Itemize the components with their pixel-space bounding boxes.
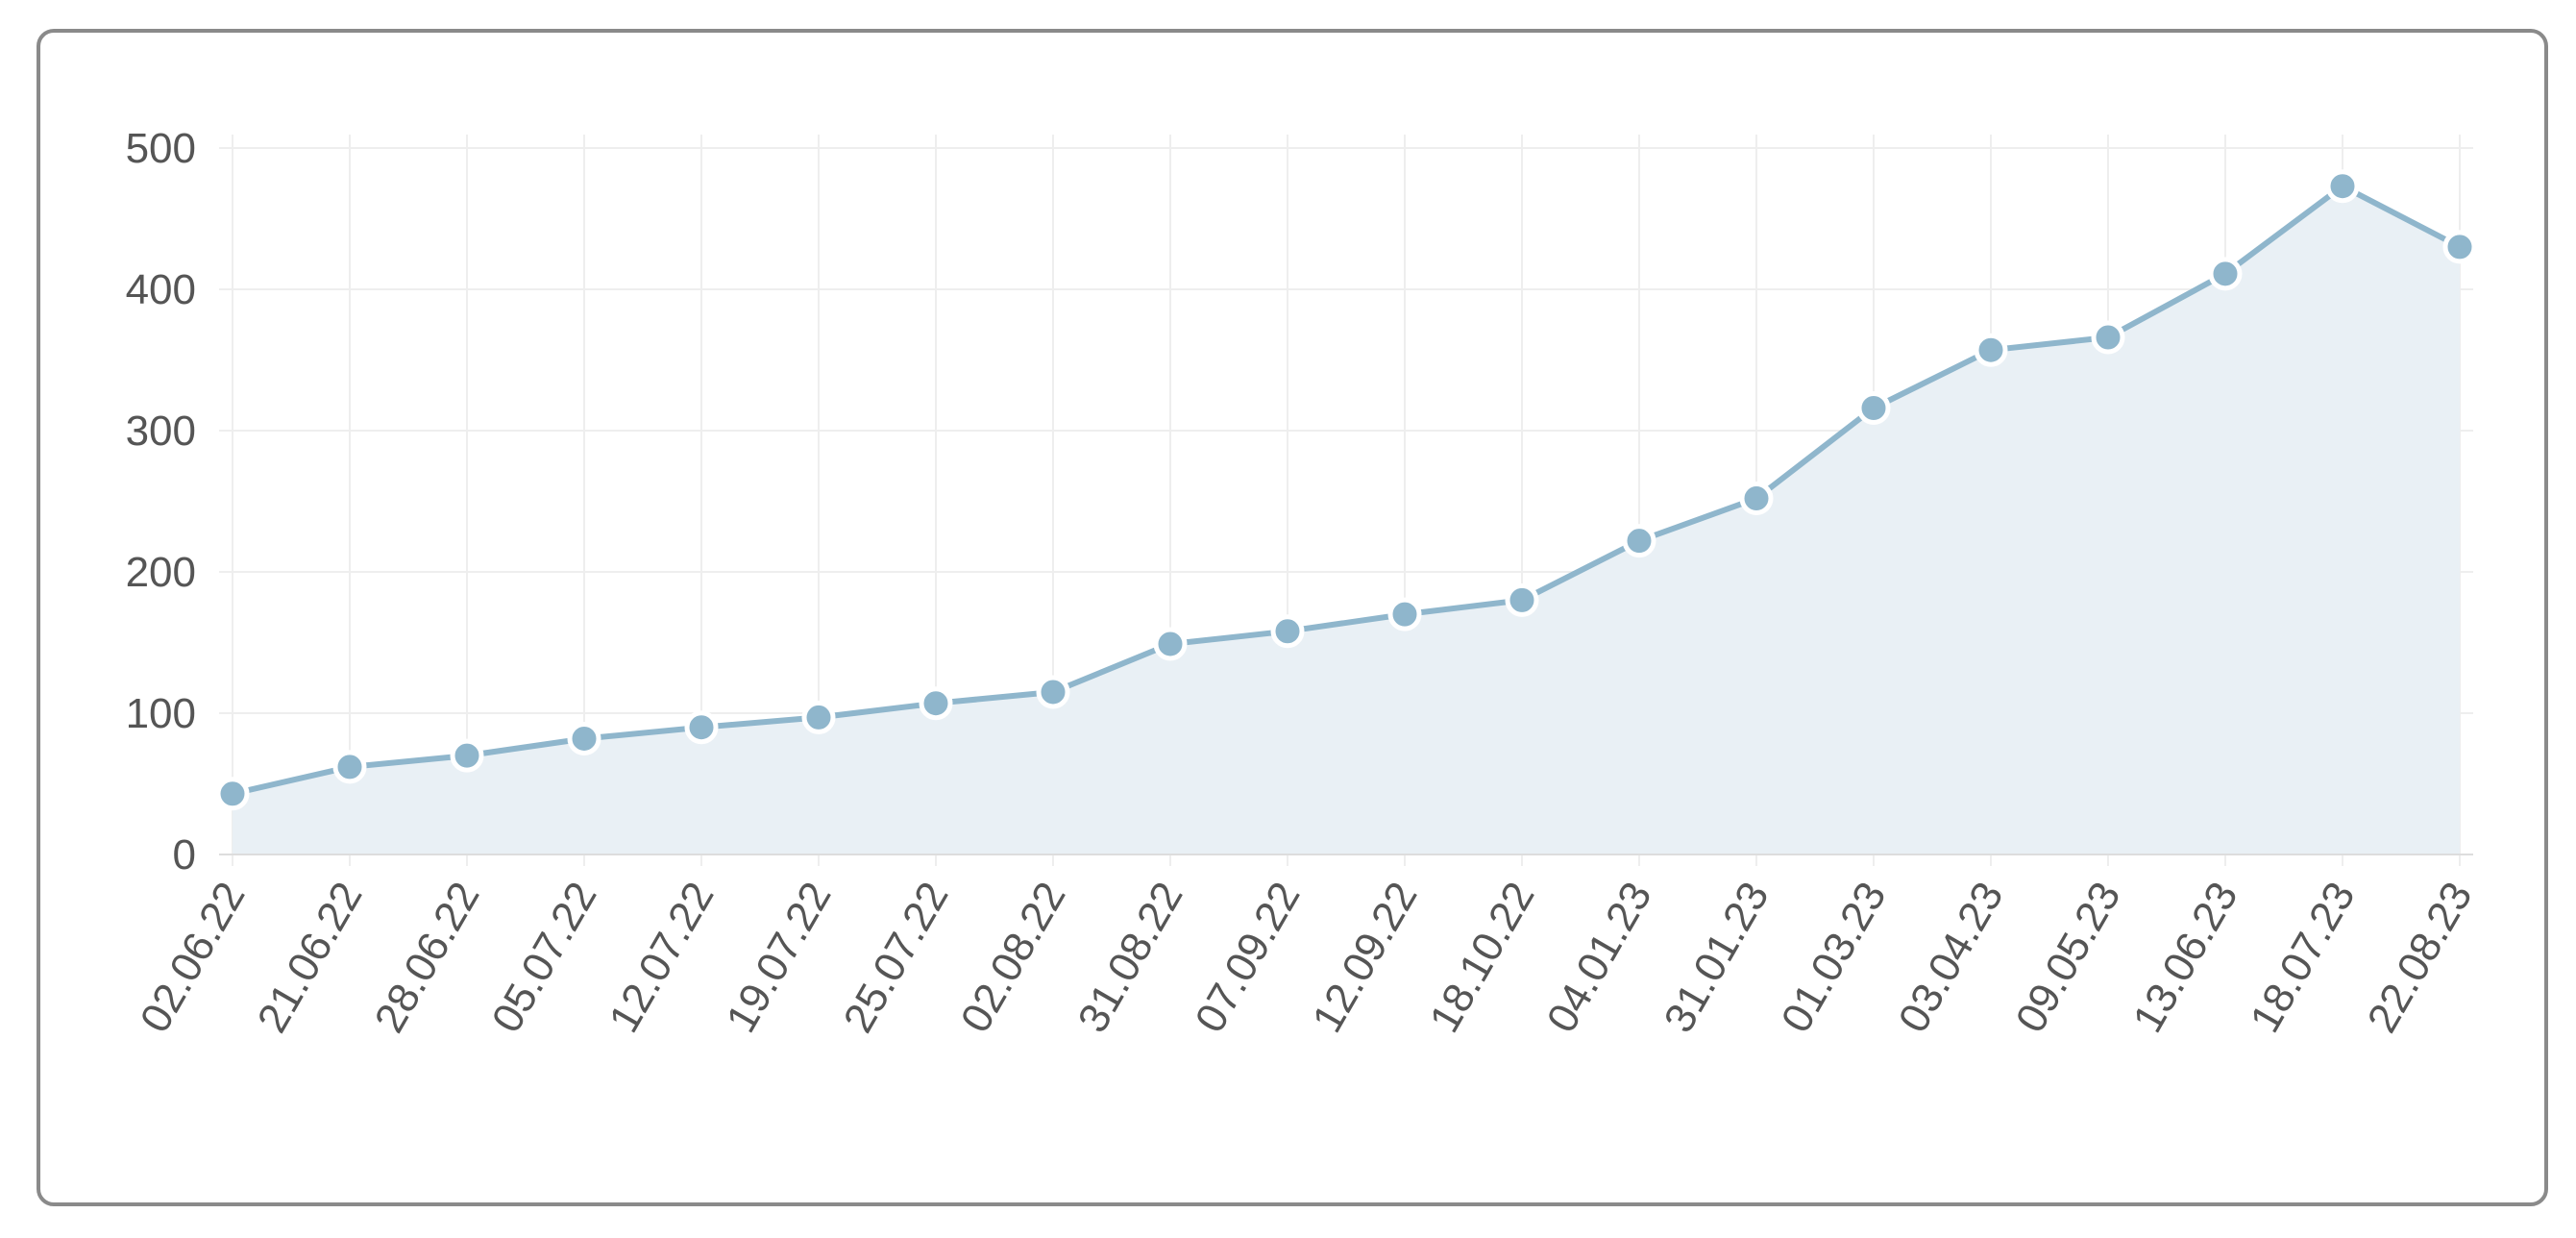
data-point bbox=[2325, 169, 2360, 204]
x-tick-label: 05.07.22 bbox=[483, 875, 606, 1041]
data-point bbox=[1739, 482, 1774, 516]
x-tick-label: 09.05.23 bbox=[2007, 875, 2130, 1041]
data-point bbox=[919, 686, 953, 721]
y-tick-label: 200 bbox=[126, 549, 196, 596]
x-tick-label: 18.10.22 bbox=[1421, 875, 1544, 1041]
x-tick-label: 07.09.22 bbox=[1187, 875, 1310, 1041]
x-tick-label: 19.07.22 bbox=[718, 875, 841, 1041]
x-tick-label: 02.06.22 bbox=[132, 875, 255, 1041]
chart-panel: 0 100 200 300 400 500 02.06.22 21.06.22 28.06.2… bbox=[37, 29, 2548, 1206]
data-point bbox=[684, 710, 719, 745]
x-tick-label: 02.08.22 bbox=[952, 875, 1075, 1041]
data-point bbox=[215, 777, 250, 811]
data-point bbox=[1153, 627, 1188, 661]
y-tick-label: 0 bbox=[173, 831, 196, 879]
data-point bbox=[450, 738, 484, 773]
data-point bbox=[332, 750, 367, 784]
series-area bbox=[233, 186, 2460, 854]
x-tick-label: 04.01.23 bbox=[1538, 875, 1661, 1041]
data-point bbox=[1974, 333, 2008, 367]
y-tick-label: 400 bbox=[126, 266, 196, 313]
series-line bbox=[232, 183, 2462, 797]
y-tick-label: 100 bbox=[126, 690, 196, 737]
data-point bbox=[1505, 582, 1539, 617]
x-tick-label: 03.04.23 bbox=[1890, 875, 2013, 1041]
data-point bbox=[2091, 320, 2125, 355]
line-area-chart: 0 100 200 300 400 500 02.06.2221.06.2228.06.2… bbox=[126, 125, 2482, 1041]
data-point bbox=[801, 700, 836, 734]
data-point bbox=[1622, 524, 1656, 558]
data-point bbox=[1856, 390, 1891, 425]
data-point bbox=[1387, 597, 1422, 631]
data-point bbox=[567, 721, 601, 755]
x-tick-label: 12.07.22 bbox=[601, 875, 724, 1041]
x-tick-label: 31.01.23 bbox=[1656, 875, 1779, 1041]
data-point bbox=[1036, 675, 1070, 709]
data-point bbox=[2442, 230, 2477, 264]
x-tick-label: 01.03.23 bbox=[1773, 875, 1896, 1041]
x-axis-tick-labels: 02.06.2221.06.2228.06.2205.07.2212.07.22… bbox=[132, 875, 2482, 1041]
data-point bbox=[2208, 257, 2243, 291]
data-points bbox=[215, 169, 2477, 811]
x-tick-label: 12.09.22 bbox=[1304, 875, 1427, 1041]
x-tick-label: 22.08.23 bbox=[2359, 875, 2482, 1041]
data-point bbox=[1270, 614, 1305, 649]
x-tick-label: 13.06.23 bbox=[2124, 875, 2247, 1041]
x-tick-label: 21.06.22 bbox=[249, 875, 372, 1041]
y-tick-label: 300 bbox=[126, 408, 196, 455]
y-axis-tick-labels: 0 100 200 300 400 500 bbox=[126, 125, 196, 879]
x-tick-label: 18.07.23 bbox=[2242, 875, 2365, 1041]
y-tick-label: 500 bbox=[126, 125, 196, 172]
x-tick-label: 25.07.22 bbox=[835, 875, 958, 1041]
x-tick-label: 28.06.22 bbox=[366, 875, 489, 1041]
x-tick-label: 31.08.22 bbox=[1069, 875, 1192, 1041]
